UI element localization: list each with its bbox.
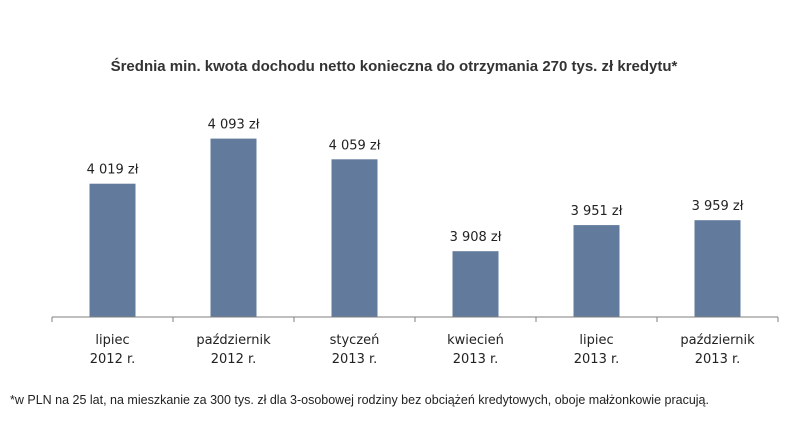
- bar-0: [89, 183, 136, 317]
- footnote: *w PLN na 25 lat, na mieszkanie za 300 t…: [10, 393, 709, 407]
- category-label-4-line-1: 2013 r.: [574, 352, 620, 367]
- category-label-2-line-0: styczeń: [330, 333, 380, 348]
- category-label-0-line-0: lipiec: [95, 333, 129, 348]
- data-label-1: 4 093 zł: [208, 118, 260, 133]
- category-label-3-line-1: 2013 r.: [453, 352, 499, 367]
- bar-1: [210, 138, 257, 317]
- data-label-0: 4 019 zł: [87, 163, 139, 178]
- data-label-4: 3 951 zł: [571, 204, 623, 219]
- category-label-1-line-0: październik: [196, 333, 271, 348]
- category-label-3-line-0: kwiecień: [447, 333, 504, 348]
- bar-4: [573, 225, 620, 317]
- category-label-5-line-1: 2013 r.: [695, 352, 741, 367]
- bar-5: [694, 220, 741, 317]
- chart-title: Średnia min. kwota dochodu netto koniecz…: [110, 58, 678, 75]
- bar-2: [331, 159, 378, 317]
- bar-3: [452, 251, 499, 317]
- category-label-1-line-1: 2012 r.: [211, 352, 257, 367]
- category-labels-layer: lipiec 2012 r. październik 2012 r. styczeń 20…: [90, 333, 755, 367]
- category-label-2-line-1: 2013 r.: [332, 352, 378, 367]
- x-axis-ticks: [51, 317, 779, 322]
- data-label-5: 3 959 zł: [692, 199, 744, 214]
- data-label-2: 4 059 zł: [329, 138, 381, 153]
- data-labels-layer: 4 019 zł 4 093 zł 4 059 zł 3 908 zł 3 951 zł…: [87, 118, 744, 246]
- category-label-5-line-0: październik: [680, 333, 755, 348]
- data-label-3: 3 908 zł: [450, 230, 502, 245]
- category-label-0-line-1: 2012 r.: [90, 352, 136, 367]
- category-label-4-line-0: lipiec: [579, 333, 613, 348]
- bars-layer: [89, 138, 741, 317]
